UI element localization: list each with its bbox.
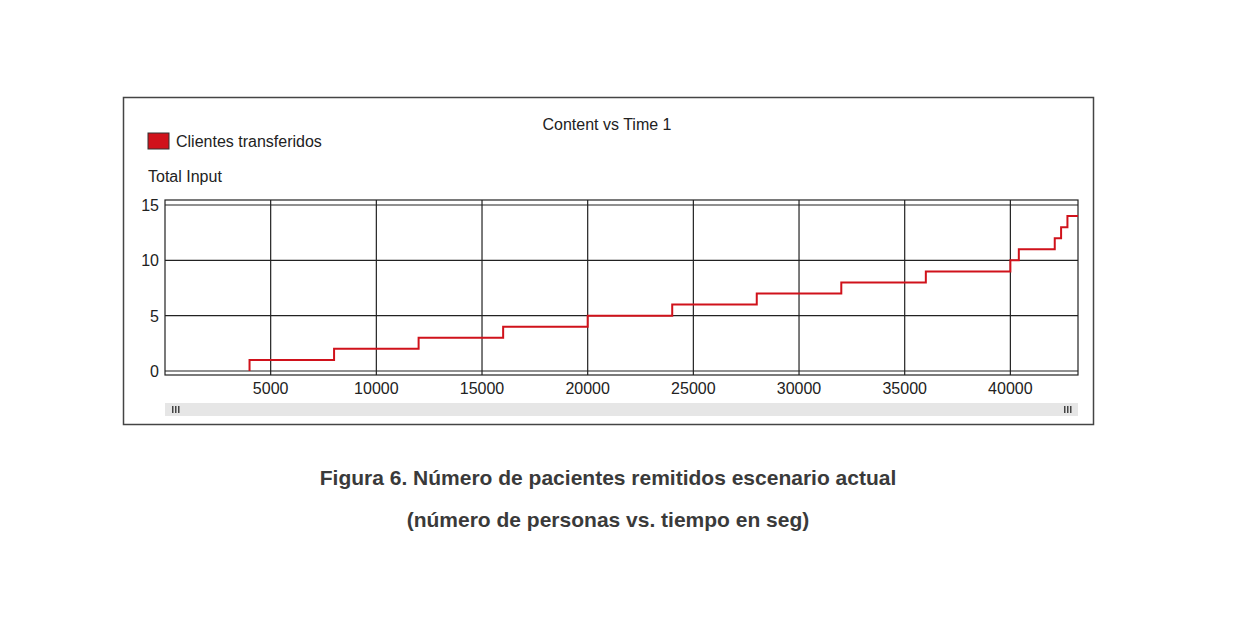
y-grid-line (165, 204, 1078, 205)
legend-label: Clientes transferidos (176, 133, 322, 150)
y-tick-label: 0 (150, 363, 159, 380)
panel (124, 98, 1094, 425)
x-tick-label: 15000 (460, 380, 505, 397)
scrollbar (165, 403, 1078, 416)
caption: Figura 6. Número de pacientes remitidos … (320, 466, 897, 489)
y-tick-label: 10 (141, 252, 159, 269)
scrollbar-grip (1064, 406, 1066, 413)
x-tick-label: 5000 (253, 380, 289, 397)
x-tick-label: 30000 (777, 380, 822, 397)
x-tick-label: 40000 (988, 380, 1033, 397)
caption: (número de personas vs. tiempo en seg) (407, 508, 810, 531)
title: Content vs Time 1 (543, 116, 672, 133)
x-grid-line (270, 200, 271, 375)
scrollbar-grip (175, 406, 177, 413)
plot-frame (165, 200, 1078, 375)
x-tick-label: 10000 (354, 380, 399, 397)
scrollbar-grip (1067, 406, 1069, 413)
x-grid-line (481, 200, 482, 375)
series-line (250, 216, 1078, 371)
y-grid-line (165, 260, 1078, 261)
x-grid-line (1010, 200, 1011, 375)
y-axis-label: Total Input (148, 168, 222, 185)
x-tick-label: 25000 (671, 380, 716, 397)
series-group (250, 216, 1078, 371)
legend-swatch (148, 133, 169, 149)
x-tick-label: 20000 (565, 380, 610, 397)
x-grid-line (693, 200, 694, 375)
scrollbar-grip (172, 406, 174, 413)
y-tick-label: 15 (141, 197, 159, 214)
scrollbar-grip (1070, 406, 1072, 413)
y-tick-label: 5 (150, 308, 159, 325)
x-grid-line (798, 200, 799, 375)
page: Content vs Time 1 Clientes transferidos To… (0, 0, 1260, 630)
x-tick-label: 35000 (882, 380, 927, 397)
y-grid-line (165, 370, 1078, 371)
x-grid-line (904, 200, 905, 375)
chart: Content vs Time 1 Clientes transferidos To… (0, 0, 1260, 630)
scrollbar-grip (178, 406, 180, 413)
x-grid-line (587, 200, 588, 375)
